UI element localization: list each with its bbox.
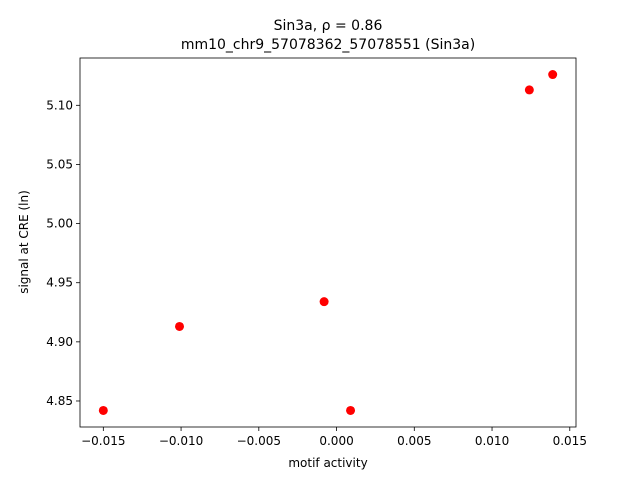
point: [548, 70, 558, 80]
chart-title: Sin3a, ρ = 0.86: [274, 18, 383, 34]
x-tick-label: 0.000: [319, 434, 353, 448]
y-tick-label: 5.10: [46, 98, 73, 112]
y-tick-label: 5.00: [46, 217, 73, 231]
point: [346, 405, 356, 415]
x-tick-label: 0.005: [397, 434, 431, 448]
point: [524, 85, 534, 95]
y-axis-label: signal at CRE (ln): [17, 190, 31, 294]
x-tick-label: 0.015: [553, 434, 587, 448]
x-tick-label: −0.015: [81, 434, 125, 448]
point: [175, 321, 185, 331]
x-tick-label: −0.005: [237, 434, 281, 448]
y-tick-label: 4.90: [46, 335, 73, 349]
y-tick-label: 4.85: [46, 394, 73, 408]
y-tick-label: 4.95: [46, 276, 73, 290]
y-tick-label: 5.05: [46, 157, 73, 171]
plot-frame: [79, 57, 577, 428]
chart-subtitle: mm10_chr9_57078362_57078551 (Sin3a): [181, 37, 475, 53]
x-axis-label: motif activity: [288, 456, 367, 470]
point: [98, 405, 108, 415]
x-tick-label: 0.010: [475, 434, 509, 448]
point: [319, 297, 329, 307]
x-tick-label: −0.010: [159, 434, 203, 448]
